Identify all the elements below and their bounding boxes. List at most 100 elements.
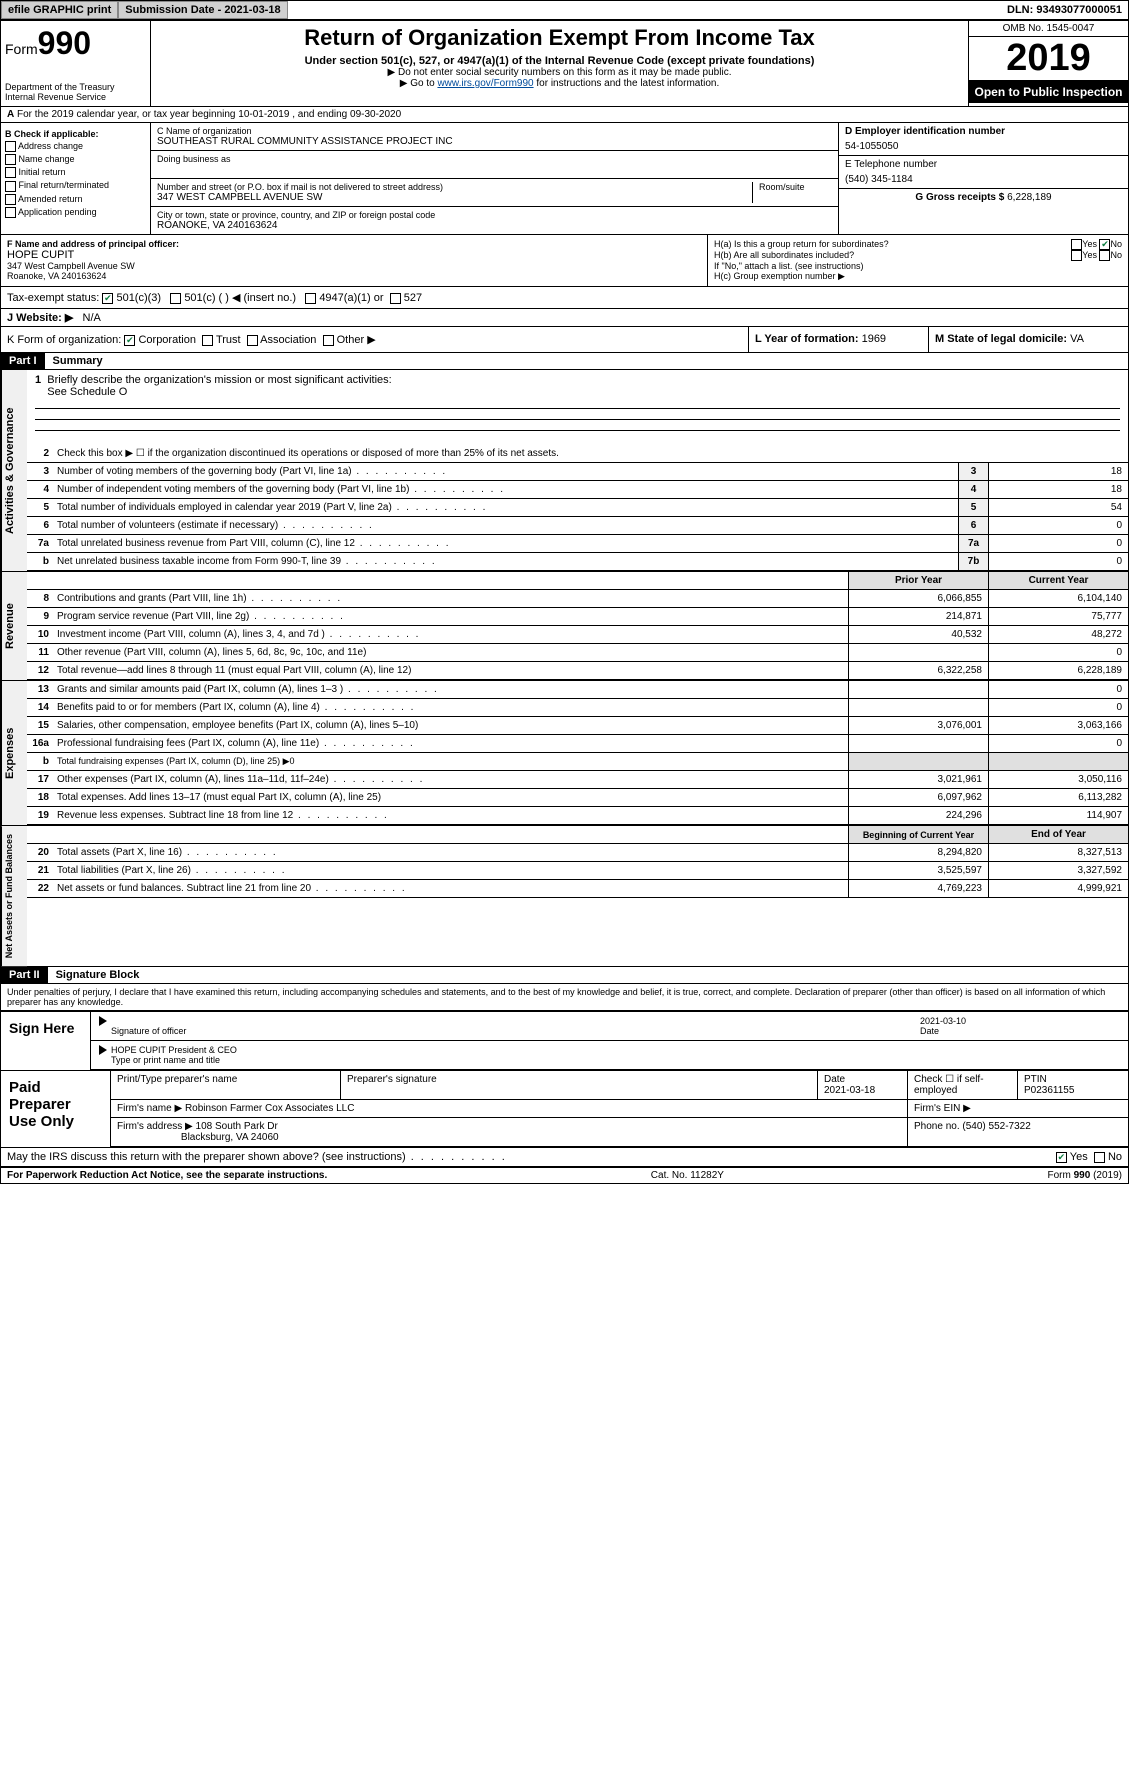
- discuss-no-checkbox[interactable]: [1094, 1152, 1105, 1163]
- top-toolbar: efile GRAPHIC print Submission Date - 20…: [0, 0, 1129, 20]
- trust-checkbox[interactable]: [202, 335, 213, 346]
- line22-py: 4,769,223: [848, 880, 988, 897]
- line15-desc: Salaries, other compensation, employee b…: [53, 718, 848, 733]
- website-value: N/A: [83, 312, 101, 324]
- line13-cy: 0: [988, 681, 1128, 698]
- form990-link[interactable]: www.irs.gov/Form990: [437, 78, 533, 89]
- form-subtitle: Under section 501(c), 527, or 4947(a)(1)…: [155, 55, 964, 67]
- section-f: F Name and address of principal officer:…: [1, 235, 708, 286]
- ein-label: D Employer identification number: [845, 126, 1122, 137]
- discuss-yes-checkbox[interactable]: [1056, 1152, 1067, 1163]
- other-checkbox[interactable]: [323, 335, 334, 346]
- part1-header-row: Part I Summary: [1, 353, 1128, 370]
- officer-label: F Name and address of principal officer:: [7, 239, 179, 249]
- line20-cy: 8,327,513: [988, 844, 1128, 861]
- 501c-checkbox[interactable]: [170, 293, 181, 304]
- ha-no-checkbox[interactable]: [1099, 239, 1110, 250]
- form-container: Form990 Department of the Treasury Inter…: [0, 20, 1129, 1184]
- header-left: Form990 Department of the Treasury Inter…: [1, 21, 151, 106]
- assoc-checkbox[interactable]: [247, 335, 258, 346]
- line6-val: 0: [988, 517, 1128, 534]
- prep-phone: (540) 552-7322: [962, 1121, 1030, 1132]
- org-name-label: C Name of organization: [157, 126, 832, 136]
- line7a-val: 0: [988, 535, 1128, 552]
- officer-name: HOPE CUPIT: [7, 249, 701, 261]
- 527-checkbox[interactable]: [390, 293, 401, 304]
- prep-selfemp[interactable]: Check ☐ if self-employed: [908, 1071, 1018, 1099]
- line7a-desc: Total unrelated business revenue from Pa…: [53, 536, 958, 551]
- line21-py: 3,525,597: [848, 862, 988, 879]
- checkbox-final-return[interactable]: Final return/terminated: [5, 180, 146, 191]
- line16a-cy: 0: [988, 735, 1128, 752]
- form-prefix: Form: [5, 41, 38, 57]
- line9-cy: 75,777: [988, 608, 1128, 625]
- line21-cy: 3,327,592: [988, 862, 1128, 879]
- 4947-checkbox[interactable]: [305, 293, 316, 304]
- line19-desc: Revenue less expenses. Subtract line 18 …: [53, 808, 848, 823]
- line11-desc: Other revenue (Part VIII, column (A), li…: [53, 645, 848, 660]
- ein-value: 54-1055050: [845, 137, 1122, 152]
- footer-left: For Paperwork Reduction Act Notice, see …: [7, 1170, 327, 1181]
- irs-label: Internal Revenue Service: [5, 92, 146, 102]
- tax-exempt-label: Tax-exempt status:: [7, 292, 99, 304]
- line20-desc: Total assets (Part X, line 16): [53, 845, 848, 860]
- officer-typed-name: HOPE CUPIT President & CEO: [111, 1045, 1100, 1055]
- efile-button[interactable]: efile GRAPHIC print: [1, 1, 118, 19]
- section-l: L Year of formation: 1969: [748, 327, 928, 352]
- line11-cy: 0: [988, 644, 1128, 661]
- gross-value: 6,228,189: [1007, 192, 1052, 203]
- line9-desc: Program service revenue (Part VIII, line…: [53, 609, 848, 624]
- line8-py: 6,066,855: [848, 590, 988, 607]
- checkbox-address-change[interactable]: Address change: [5, 141, 146, 152]
- line8-cy: 6,104,140: [988, 590, 1128, 607]
- 501c3-checkbox[interactable]: [102, 293, 113, 304]
- corp-checkbox[interactable]: [124, 335, 135, 346]
- line13-py: [848, 681, 988, 698]
- line18-desc: Total expenses. Add lines 13–17 (must eq…: [53, 790, 848, 805]
- line12-cy: 6,228,189: [988, 662, 1128, 679]
- vert-revenue: Revenue: [1, 572, 27, 680]
- ptin-label: PTIN: [1024, 1074, 1122, 1085]
- checkbox-initial-return[interactable]: Initial return: [5, 167, 146, 178]
- line17-cy: 3,050,116: [988, 771, 1128, 788]
- note2-post: for instructions and the latest informat…: [534, 78, 720, 89]
- room-label: Room/suite: [752, 182, 832, 203]
- line17-py: 3,021,961: [848, 771, 988, 788]
- preparer-label: Paid Preparer Use Only: [1, 1071, 111, 1147]
- firm-name-label: Firm's name ▶: [117, 1103, 182, 1114]
- prep-sig-label: Preparer's signature: [347, 1074, 811, 1085]
- form-note2: ▶ Go to www.irs.gov/Form990 for instruct…: [155, 78, 964, 89]
- firm-ein-label: Firm's EIN ▶: [908, 1100, 1128, 1117]
- line22-cy: 4,999,921: [988, 880, 1128, 897]
- line22-desc: Net assets or fund balances. Subtract li…: [53, 881, 848, 896]
- vert-governance: Activities & Governance: [1, 370, 27, 571]
- form-footer: For Paperwork Reduction Act Notice, see …: [1, 1168, 1128, 1183]
- hc-label: H(c) Group exemption number ▶: [714, 271, 1122, 282]
- checkbox-application-pending[interactable]: Application pending: [5, 207, 146, 218]
- tax-exempt-row: Tax-exempt status: 501(c)(3) 501(c) ( ) …: [1, 287, 1128, 308]
- hb-yes-checkbox[interactable]: [1071, 250, 1082, 261]
- line10-desc: Investment income (Part VIII, column (A)…: [53, 627, 848, 642]
- line19-py: 224,296: [848, 807, 988, 824]
- ptin-value: P02361155: [1024, 1085, 1122, 1096]
- checkbox-name-change[interactable]: Name change: [5, 154, 146, 165]
- section-c: C Name of organization SOUTHEAST RURAL C…: [151, 123, 838, 234]
- line1-mission: 1 Briefly describe the organization's mi…: [27, 370, 1128, 445]
- section-h: H(a) Is this a group return for subordin…: [708, 235, 1128, 286]
- ha-yes-checkbox[interactable]: [1071, 239, 1082, 250]
- submission-date-button[interactable]: Submission Date - 2021-03-18: [118, 1, 287, 19]
- note2-pre: ▶ Go to: [400, 78, 438, 89]
- line9-py: 214,871: [848, 608, 988, 625]
- part2-header-row: Part II Signature Block: [1, 966, 1128, 984]
- right-info: D Employer identification number 54-1055…: [838, 123, 1128, 234]
- hb-no-checkbox[interactable]: [1099, 250, 1110, 261]
- line16b-desc: Total fundraising expenses (Part IX, col…: [53, 754, 848, 769]
- mission-value: See Schedule O: [47, 386, 127, 398]
- arrow-icon: [99, 1016, 107, 1026]
- line16b-py: [848, 753, 988, 770]
- line14-desc: Benefits paid to or for members (Part IX…: [53, 700, 848, 715]
- line7b-val: 0: [988, 553, 1128, 570]
- checkbox-amended-return[interactable]: Amended return: [5, 194, 146, 205]
- prep-date: 2021-03-18: [824, 1085, 901, 1096]
- form-note1: ▶ Do not enter social security numbers o…: [155, 67, 964, 78]
